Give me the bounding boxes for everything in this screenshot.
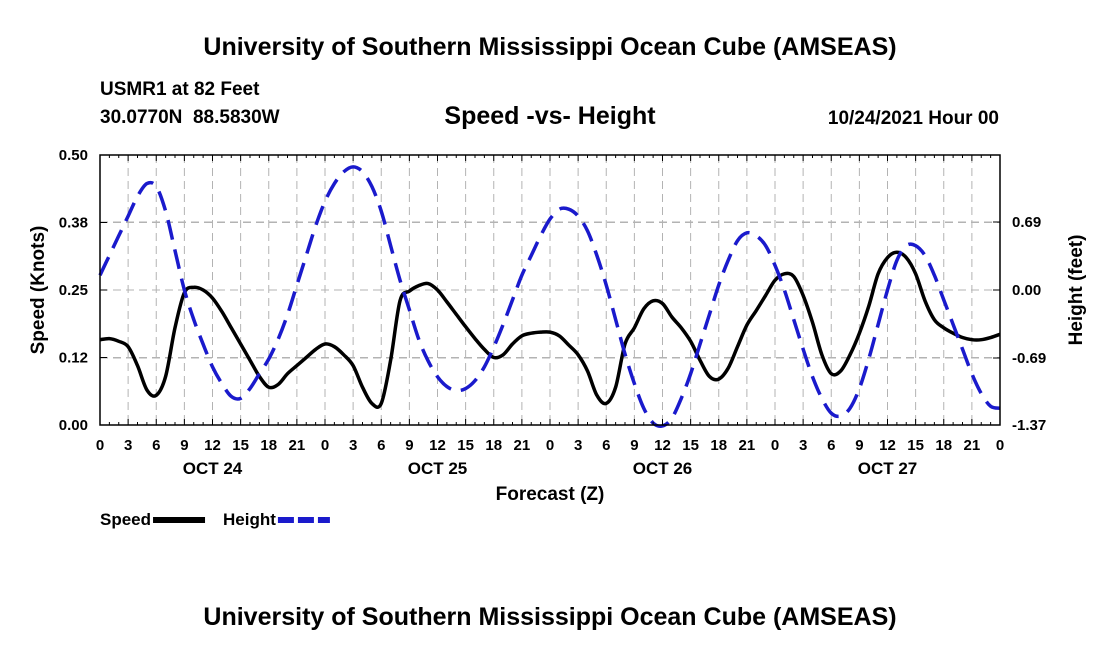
axis-ticks: [99, 154, 1001, 426]
x-tick-label: 6: [827, 437, 835, 454]
x-tick-label: 12: [654, 437, 671, 454]
x-tick-label: 12: [879, 437, 896, 454]
y-left-tick-label: 0.38: [59, 215, 88, 232]
x-tick-label: 21: [739, 437, 756, 454]
x-tick-label: 15: [907, 437, 924, 454]
y-axis-left-title: Speed (Knots): [28, 226, 49, 355]
y-left-tick-label: 0.12: [59, 350, 88, 367]
x-tick-label: 21: [514, 437, 531, 454]
y-right-tick-label: 0.69: [1012, 214, 1041, 231]
x-tick-label: 18: [935, 437, 952, 454]
x-tick-label: 3: [349, 437, 357, 454]
series-speed-line: [99, 250, 1001, 410]
station-label: USMR1 at 82 Feet: [100, 79, 260, 100]
x-tick-label: 9: [855, 437, 863, 454]
x-tick-label: 0: [546, 437, 554, 454]
x-tick-label: 21: [964, 437, 981, 454]
axis-labels: 0 3 6 9 12 15 18 21 0 3 6 9 12 15 18 21 0 3 6 9 12 15 18 21 0 3 6 9…: [59, 147, 1046, 478]
footer-title: University of Southern Mississippi Ocean…: [203, 603, 896, 631]
x-tick-label: 0: [996, 437, 1004, 454]
x-tick-label: 15: [232, 437, 249, 454]
chart-subtitle: Speed -vs- Height: [444, 102, 656, 130]
x-tick-label: 18: [260, 437, 277, 454]
chart-title: University of Southern Mississippi Ocean…: [203, 33, 896, 61]
x-tick-label: 3: [124, 437, 132, 454]
date-label: OCT 24: [183, 459, 243, 478]
y-left-tick-label: 0.25: [59, 282, 88, 299]
x-tick-label: 6: [377, 437, 385, 454]
forecast-datetime: 10/24/2021 Hour 00: [828, 108, 999, 129]
grid: [100, 155, 1000, 426]
date-label: OCT 25: [408, 459, 468, 478]
x-tick-label: 6: [602, 437, 610, 454]
date-label: OCT 27: [858, 459, 918, 478]
x-tick-label: 18: [485, 437, 502, 454]
coords-label: 30.0770N 88.5830W: [100, 107, 280, 128]
x-tick-label: 0: [96, 437, 104, 454]
x-tick-label: 15: [457, 437, 474, 454]
legend-label-speed: Speed: [100, 510, 151, 529]
x-tick-label: 9: [630, 437, 638, 454]
y-left-tick-label: 0.50: [59, 147, 88, 164]
x-tick-label: 12: [204, 437, 221, 454]
x-tick-label: 15: [682, 437, 699, 454]
y-right-tick-label: -1.37: [1012, 417, 1046, 434]
y-right-tick-label: -0.69: [1012, 350, 1046, 367]
x-tick-label: 0: [321, 437, 329, 454]
x-tick-label: 21: [289, 437, 306, 454]
y-left-tick-label: 0.00: [59, 417, 88, 434]
series-group: [98, 165, 1001, 429]
date-label: OCT 26: [633, 459, 693, 478]
x-tick-label: 3: [799, 437, 807, 454]
legend: Speed Height: [100, 510, 330, 529]
y-axis-right-title: Height (feet): [1066, 235, 1087, 346]
x-axis-title: Forecast (Z): [496, 484, 605, 505]
y-right-tick-label: 0.00: [1012, 282, 1041, 299]
x-tick-label: 12: [429, 437, 446, 454]
x-tick-label: 3: [574, 437, 582, 454]
x-tick-label: 0: [771, 437, 779, 454]
legend-label-height: Height: [223, 510, 276, 529]
x-tick-label: 9: [405, 437, 413, 454]
x-tick-label: 9: [180, 437, 188, 454]
x-tick-label: 6: [152, 437, 160, 454]
series-height-line: [98, 165, 1001, 429]
x-tick-label: 18: [710, 437, 727, 454]
